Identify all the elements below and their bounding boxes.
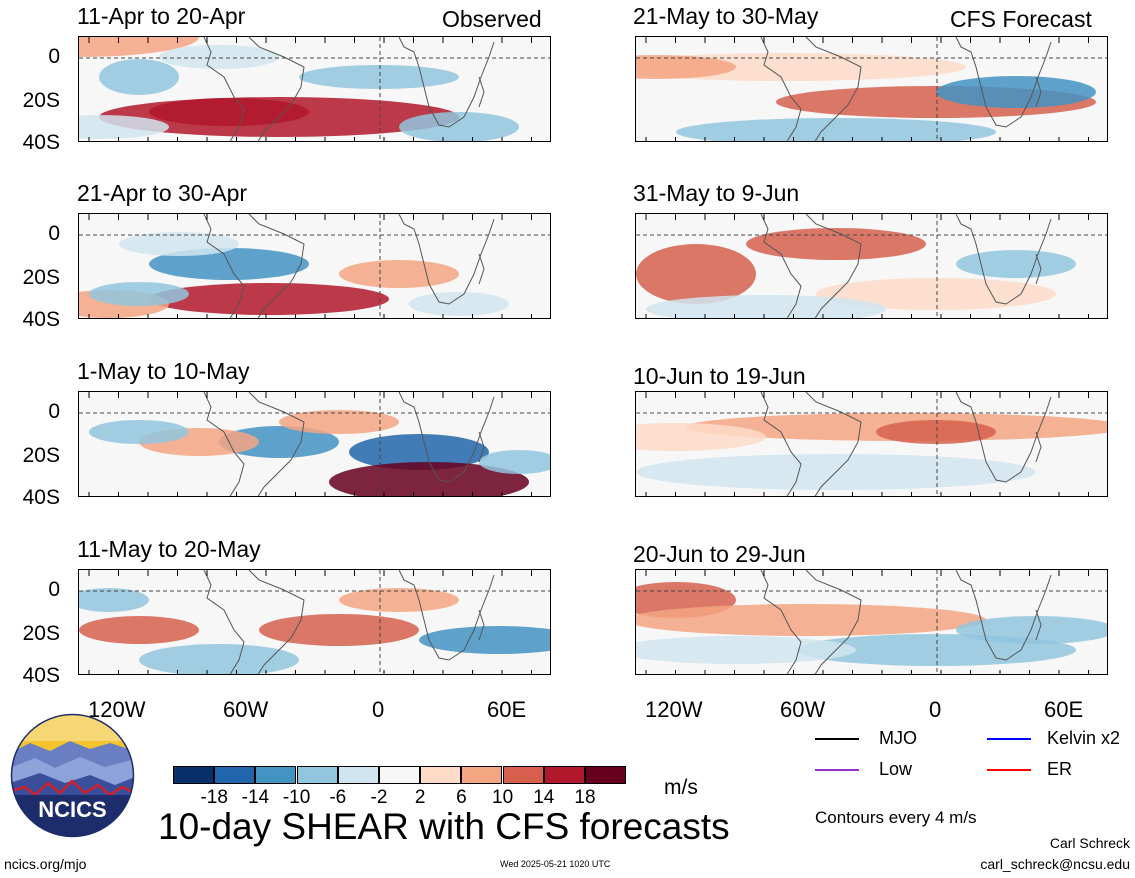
colorbar-swatch: [461, 766, 503, 784]
timestamp: Wed 2025-05-21 1020 UTC: [500, 859, 611, 869]
shear-map: [636, 570, 1107, 674]
colorbar-tick-label: -6: [329, 787, 347, 808]
map-panel-fc-1: [635, 36, 1108, 142]
colorbar-tick-label: 18: [574, 787, 596, 808]
observed-label: Observed: [442, 6, 542, 32]
map-panel-fc-2: [635, 213, 1108, 319]
colorbar-swatch: [173, 766, 214, 784]
lat-label-40s-p3: 40S: [22, 486, 60, 509]
legend-mjo-line: [815, 738, 859, 740]
shear-map: [79, 214, 550, 318]
lon-label-0-left: 0: [372, 697, 385, 722]
main-title: 10-day SHEAR with CFS forecasts: [158, 806, 730, 847]
panel-title-obs-3: 1-May to 10-May: [77, 358, 250, 384]
contours-note: Contours every 4 m/s: [815, 808, 977, 827]
panel-title-fc-4: 20-Jun to 29-Jun: [633, 541, 806, 567]
lat-label-0-p2: 0: [48, 222, 60, 245]
lat-label-20s-p3: 20S: [22, 444, 60, 467]
panel-title-obs-2: 21-Apr to 30-Apr: [77, 180, 248, 206]
colorbar-swatch: [379, 766, 420, 784]
colorbar-swatch: [296, 766, 338, 784]
lon-label-60e-left: 60E: [487, 697, 527, 722]
shear-map: [636, 214, 1107, 318]
shear-map: [636, 392, 1107, 496]
map-panel-obs-3: [78, 391, 551, 497]
map-panel-obs-2: [78, 213, 551, 319]
author-name: Carl Schreck: [1049, 835, 1130, 851]
colorbar-swatch: [585, 766, 626, 784]
colorbar-tick-label: -10: [282, 787, 311, 808]
colorbar-tick-label: 2: [414, 787, 426, 808]
legend-mjo-label: MJO: [879, 728, 917, 748]
author-email[interactable]: carl_schreck@ncsu.edu: [980, 856, 1130, 872]
colorbar-swatch: [255, 766, 297, 784]
legend-er-label: ER: [1047, 759, 1073, 779]
colorbar-swatch: [214, 766, 256, 784]
colorbar-swatch: [420, 766, 462, 784]
lat-label-0-p1: 0: [48, 45, 60, 68]
colorbar-tick-label: 14: [533, 787, 555, 808]
colorbar-tick-label: -14: [241, 787, 270, 808]
colorbar-swatch: [337, 766, 379, 784]
colorbar-swatch: [543, 766, 585, 784]
shear-map: [79, 570, 550, 674]
colorbar-tick-label: 6: [456, 787, 467, 808]
site-link[interactable]: ncics.org/mjo: [4, 856, 87, 872]
lat-label-20s-p2: 20S: [22, 266, 60, 289]
lat-label-40s-p4: 40S: [22, 664, 60, 687]
legend-kelvin-label: Kelvin x2: [1047, 728, 1121, 748]
shear-map: [79, 37, 550, 141]
panel-title-fc-3: 10-Jun to 19-Jun: [633, 363, 806, 389]
lat-label-40s-p1: 40S: [22, 131, 60, 154]
legend-low-line: [815, 769, 859, 771]
panel-title-fc-1: 21-May to 30-May: [633, 3, 819, 29]
lon-label-0-right: 0: [929, 697, 942, 722]
lon-label-120w-left: 120W: [88, 697, 146, 722]
lat-label-20s-p4: 20S: [22, 622, 60, 645]
logo-text: NCICS: [38, 797, 106, 822]
panel-title-obs-4: 11-May to 20-May: [77, 536, 261, 562]
lat-label-0-p4: 0: [48, 578, 60, 601]
colorbar-swatch: [502, 766, 544, 784]
lat-label-40s-p2: 40S: [22, 308, 60, 331]
lon-label-60e-right: 60E: [1044, 697, 1084, 722]
map-panel-obs-4: [78, 569, 551, 675]
colorbar-tick-label: -18: [200, 787, 228, 808]
legend-low-label: Low: [879, 759, 913, 779]
panel-title-obs-1: 11-Apr to 20-Apr: [77, 3, 246, 29]
colorbar-tick-label: 10: [492, 787, 514, 808]
map-panel-obs-1: [78, 36, 551, 142]
map-panel-fc-4: [635, 569, 1108, 675]
legend-kelvin-line: [987, 738, 1031, 740]
lat-label-0-p3: 0: [48, 400, 60, 423]
lat-label-20s-p1: 20S: [22, 89, 60, 112]
lon-label-60w-left: 60W: [223, 697, 269, 722]
ncics-logo: NCICS: [10, 713, 135, 838]
forecast-label: CFS Forecast: [950, 6, 1092, 32]
shear-map: [79, 392, 550, 496]
colorbar-tick-label: -2: [370, 787, 388, 808]
colorbar-unit: m/s: [664, 776, 698, 799]
lon-label-60w-right: 60W: [780, 697, 826, 722]
panel-title-fc-2: 31-May to 9-Jun: [633, 180, 800, 206]
legend-er-line: [987, 769, 1031, 771]
lon-label-120w-right: 120W: [645, 697, 703, 722]
ncics-logo-icon: NCICS: [10, 713, 135, 838]
map-panel-fc-3: [635, 391, 1108, 497]
shear-map: [636, 37, 1107, 141]
